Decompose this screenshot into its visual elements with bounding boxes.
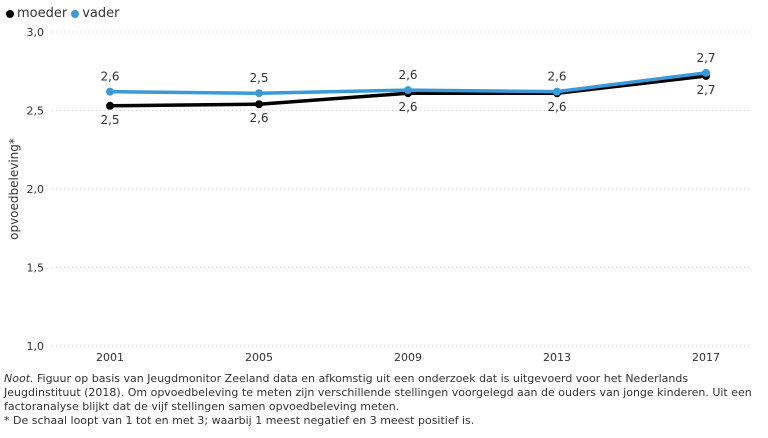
y-tick-label: 2,5	[27, 105, 45, 118]
data-point-moeder[interactable]	[106, 101, 114, 110]
data-point-vader[interactable]	[404, 86, 412, 95]
data-point-vader[interactable]	[255, 89, 263, 98]
data-label-moeder: 2,6	[398, 100, 417, 114]
data-label-moeder: 2,6	[249, 111, 268, 125]
y-tick-label: 3,0	[27, 26, 45, 39]
legend: moeder vader	[6, 6, 121, 21]
data-label-vader: 2,5	[249, 71, 268, 85]
data-label-moeder: 2,5	[100, 113, 119, 127]
legend-label-vader: vader	[82, 6, 120, 21]
y-tick-label: 1,5	[27, 262, 45, 275]
y-axis-title: opvoedbeleving*	[7, 138, 21, 240]
data-point-vader[interactable]	[106, 87, 114, 96]
data-point-vader[interactable]	[702, 68, 710, 77]
note-text: Figuur op basis van Jeugdmonitor Zeeland…	[4, 372, 752, 413]
y-tick-label: 1,0	[27, 340, 45, 353]
data-label-vader: 2,6	[547, 70, 566, 84]
series-group	[106, 68, 710, 110]
data-label-moeder: 2,7	[696, 83, 715, 97]
y-tick-label: 2,0	[27, 183, 45, 196]
data-label-vader: 2,6	[398, 68, 417, 82]
data-point-moeder[interactable]	[255, 100, 263, 109]
note-paragraph: Noot. Figuur op basis van Jeugdmonitor Z…	[4, 372, 764, 414]
y-axis-ticks: 1,0 1,5 2,0 2,5 3,0	[27, 26, 45, 353]
x-tick-label: 2017	[692, 351, 720, 364]
legend-marker-vader	[71, 9, 80, 18]
legend-item-vader[interactable]: vader	[71, 6, 119, 21]
x-axis-ticks: 2001 2005 2009 2013 2017	[96, 351, 720, 364]
x-tick-label: 2013	[543, 351, 571, 364]
data-label-moeder: 2,6	[547, 100, 566, 114]
x-tick-label: 2005	[245, 351, 273, 364]
legend-label-moeder: moeder	[17, 6, 68, 21]
legend-marker-moeder	[6, 9, 14, 18]
x-tick-label: 2001	[96, 351, 124, 364]
data-point-vader[interactable]	[553, 87, 561, 96]
chart-notes: Noot. Figuur op basis van Jeugdmonitor Z…	[4, 372, 764, 428]
line-chart: 1,0 1,5 2,0 2,5 3,0 2001 2005 2009 2013 2017 opv…	[7, 26, 750, 364]
note-label: Noot.	[4, 372, 34, 385]
data-labels: 2,5 2,6 2,6 2,6 2,7 2,6 2,5 2,6 2,6 2,7	[100, 51, 715, 127]
x-tick-label: 2009	[394, 351, 422, 364]
gridlines	[52, 31, 750, 347]
legend-item-moeder[interactable]: moeder	[6, 6, 67, 21]
data-label-vader: 2,6	[100, 70, 119, 84]
data-label-vader: 2,7	[696, 51, 715, 65]
scale-footnote: * De schaal loopt van 1 tot en met 3; wa…	[4, 414, 475, 427]
